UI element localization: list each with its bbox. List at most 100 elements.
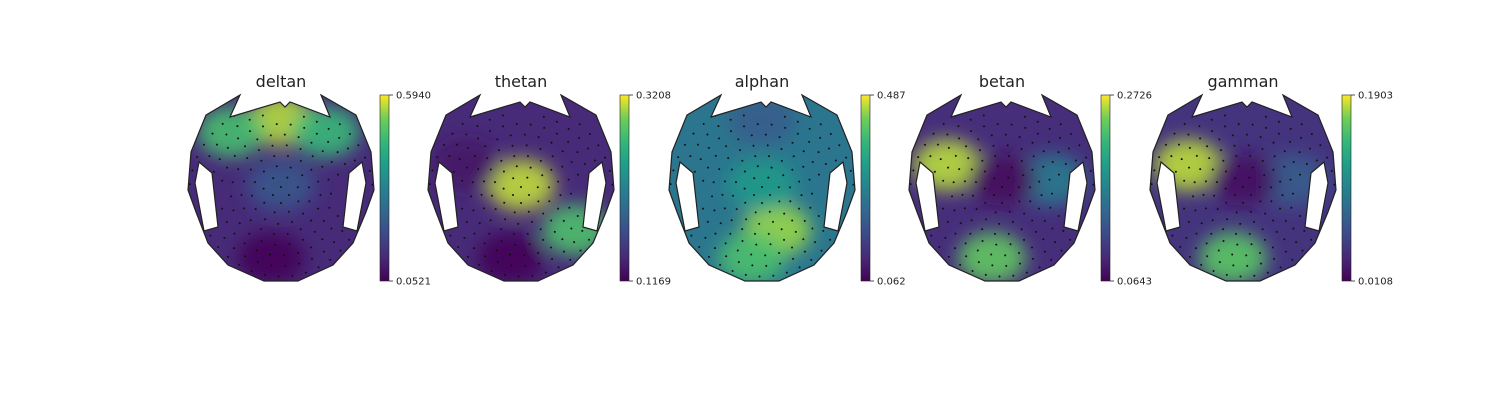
sensor-dot — [273, 232, 276, 235]
colorbar-max-label: 0.3208 — [636, 91, 671, 102]
sensor-dot — [457, 245, 460, 248]
sensor-dot — [478, 276, 481, 279]
sensor-dot — [1211, 219, 1214, 222]
sensor-dot — [529, 123, 532, 126]
right-ear — [342, 160, 367, 232]
sensor-dot — [525, 144, 528, 147]
sensor-dot — [249, 168, 252, 171]
sensor-dot — [357, 144, 360, 147]
sensor-dot — [238, 263, 241, 266]
sensor-dot — [996, 123, 999, 126]
sensor-dot — [442, 143, 445, 146]
sensor-dot — [1067, 147, 1070, 150]
sensor-dot — [343, 260, 346, 263]
sensor-dot — [1294, 269, 1297, 272]
sensor-dot — [277, 275, 280, 278]
hotspot-occipital — [718, 232, 786, 281]
sensor-dot — [1048, 178, 1051, 181]
sensor-dot — [524, 264, 527, 267]
sensor-dot — [248, 130, 251, 133]
sensor-dot — [473, 232, 476, 235]
sensor-dot — [238, 276, 241, 279]
sensor-dot — [736, 249, 739, 252]
sensor-dot — [328, 206, 331, 209]
sensor-dot — [246, 157, 249, 160]
sensor-dot — [761, 202, 763, 204]
hotspot-occipital — [958, 232, 1026, 281]
sensor-dot — [280, 186, 282, 188]
sensor-dot — [515, 123, 518, 126]
sensor-dot — [514, 243, 517, 246]
sensor-dot — [1153, 169, 1156, 172]
sensor-dot — [1200, 276, 1203, 279]
sensor-dot — [299, 228, 302, 231]
sensor-dot — [231, 181, 234, 184]
sensor-dot — [706, 133, 709, 136]
sensor-dot — [1042, 150, 1045, 153]
sensor-dot — [1008, 210, 1011, 213]
sensor-dot — [561, 150, 564, 153]
sensor-dot — [1231, 253, 1234, 256]
panel-title: deltan — [256, 72, 307, 91]
sensor-dot — [1042, 238, 1045, 241]
sensor-dot — [428, 183, 431, 186]
sensor-dot — [942, 207, 945, 210]
sensor-dot — [301, 174, 304, 177]
sensor-dot — [346, 147, 349, 150]
sensor-dot — [1298, 214, 1301, 217]
sensor-dot — [283, 254, 286, 257]
sensor-dot — [188, 183, 191, 186]
sensor-dot — [484, 145, 487, 148]
sensor-dot — [1242, 202, 1244, 204]
sensor-dot — [1023, 212, 1026, 215]
left-ear — [194, 160, 219, 232]
sensor-dot — [957, 125, 960, 128]
sensor-dot — [981, 240, 984, 243]
sensor-dot — [976, 249, 979, 252]
sensor-dot — [992, 144, 995, 147]
sensor-dot — [1194, 247, 1197, 250]
sensor-dot — [319, 194, 322, 197]
sensor-dot — [1020, 147, 1023, 150]
sensor-dot — [273, 155, 276, 158]
sensor-dot — [236, 125, 239, 128]
sensor-dot — [998, 275, 1001, 278]
sensor-dot — [822, 229, 825, 232]
sensor-dot — [672, 169, 675, 172]
sensor-dot — [542, 238, 545, 241]
sensor-dot — [317, 180, 320, 183]
sensor-dot — [288, 194, 290, 196]
sensor-dot — [971, 269, 974, 272]
sensor-dot — [824, 260, 827, 263]
sensor-dot — [834, 159, 837, 162]
sensor-dot — [1038, 207, 1041, 210]
sensor-dot — [970, 168, 973, 171]
sensor-dot — [542, 115, 545, 118]
sensor-dot — [232, 247, 235, 250]
sensor-dot — [215, 143, 218, 146]
sensor-dot — [994, 155, 997, 158]
sensor-dot — [1217, 249, 1220, 252]
sensor-dot — [1272, 246, 1275, 249]
sensor-dot — [1038, 266, 1041, 269]
colorbar — [1341, 94, 1352, 282]
sensor-dot — [523, 133, 526, 136]
sensor-dot — [730, 168, 733, 171]
sensor-dot — [731, 269, 734, 272]
sensor-dot — [766, 144, 769, 147]
sensor-dot — [912, 169, 915, 172]
sensor-dot — [803, 219, 806, 222]
sensor-dot — [482, 180, 485, 183]
sensor-dot — [586, 147, 589, 150]
sensor-dot — [753, 177, 756, 180]
sensor-dot — [503, 273, 506, 276]
sensor-dot — [256, 261, 259, 264]
sensor-dot — [1048, 140, 1051, 143]
sensor-dot — [838, 144, 841, 147]
sensor-dot — [226, 166, 229, 169]
sensor-dot — [483, 242, 486, 245]
sensor-dot — [237, 137, 240, 140]
sensor-dot — [732, 194, 735, 197]
sensor-dot — [742, 114, 745, 117]
hotspot-midline — [1209, 154, 1277, 206]
